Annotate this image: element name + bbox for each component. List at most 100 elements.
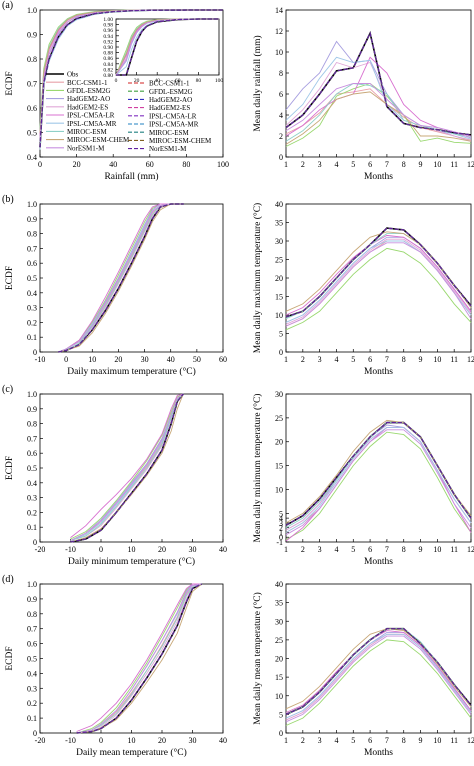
- y-tick-label: 1: [279, 528, 283, 537]
- x-tick-label: 6: [368, 160, 372, 169]
- y-tick-label: 0: [33, 348, 37, 357]
- y-tick-label: 10: [275, 692, 283, 701]
- y-tick-label: 0.4: [27, 153, 37, 162]
- series-line-1: [285, 88, 472, 141]
- y-tick-label: 15: [275, 293, 283, 302]
- plot-frame: [39, 583, 224, 734]
- x-tick-label: 9: [419, 160, 423, 169]
- series-line-8: [285, 91, 472, 145]
- x-tick-label: 60: [146, 160, 154, 169]
- series-line-18: [285, 31, 472, 136]
- y-tick-label: 0.2: [27, 699, 37, 708]
- x-tick-label: 50: [193, 355, 201, 364]
- x-tick-label: 5: [351, 160, 355, 169]
- series-line-18: [39, 9, 223, 148]
- x-tick-label: 30: [189, 736, 197, 745]
- y-tick-label: 0.2: [27, 508, 37, 517]
- y-tick-label: 0.88: [103, 51, 113, 57]
- x-axis-label: Daily maximum temperature (°C): [67, 366, 196, 377]
- y-tick-label: 0: [279, 348, 283, 357]
- x-tick-label: 0: [115, 78, 118, 84]
- y-tick-label: 0.1: [27, 523, 37, 532]
- y-tick-label: 0.3: [27, 304, 37, 313]
- legend-entry-label: BCC-CSM1-1: [67, 79, 108, 87]
- series-line-5: [70, 393, 184, 538]
- y-tick-label: 35: [275, 219, 283, 228]
- y-tick-label: 5: [279, 710, 283, 719]
- x-tick-label: 11: [450, 545, 458, 554]
- x-tick-label: 5: [351, 355, 355, 364]
- y-axis-label: ECDF: [5, 456, 15, 480]
- x-tick-label: 20: [73, 160, 81, 169]
- x-tick-label: 6: [368, 355, 372, 364]
- y-tick-label: 10: [275, 48, 283, 57]
- chart-panel-7: 1 2 3 4 5 6 7 8 9 10 11 120510152025303540MonthsMea…: [252, 580, 474, 758]
- y-tick-label: 35: [275, 599, 283, 608]
- x-tick-label: 12: [467, 355, 474, 364]
- y-tick-label: 14: [275, 6, 283, 15]
- x-tick-label: 40: [167, 355, 175, 364]
- y-tick-label: -1: [276, 538, 283, 547]
- legend-entry-label: HadGEM2-ES: [149, 104, 190, 112]
- series-line-9: [76, 583, 202, 734]
- legend-entry-label: GFDL-ESM2G: [67, 87, 111, 95]
- y-tick-label: 5: [279, 330, 283, 339]
- series-line-18: [116, 18, 219, 76]
- y-tick-label: 0.98: [103, 23, 113, 29]
- y-tick-label: 15: [275, 462, 283, 471]
- y-tick-label: 10: [275, 485, 283, 494]
- x-axis-label: Daily minimum temperature (°C): [68, 556, 195, 567]
- y-tick-label: 1.00: [103, 17, 113, 23]
- series-line-2: [70, 393, 184, 540]
- y-tick-label: 15: [275, 673, 283, 682]
- x-tick-label: 3: [318, 355, 322, 364]
- y-tick-label: 0.94: [103, 34, 113, 40]
- y-tick-label: 0.8: [27, 610, 37, 619]
- y-tick-label: 0: [279, 153, 283, 162]
- y-tick-label: 8: [279, 69, 283, 78]
- series-line-18: [58, 203, 184, 353]
- y-tick-label: 0.9: [27, 405, 37, 414]
- series-line-6: [285, 633, 472, 719]
- y-tick-label: 0.4: [27, 479, 37, 488]
- plot-frame: [285, 583, 472, 734]
- panel-label: (a): [2, 0, 13, 11]
- y-tick-label: 40: [275, 200, 283, 209]
- y-tick-label: 1.0: [27, 390, 37, 399]
- y-axis-label: Mean daily mean temperature (°C): [252, 592, 263, 725]
- chart-panel-3: 1 2 3 4 5 6 7 8 9 10 11 120510152025303540MonthsMea…: [252, 200, 474, 377]
- x-tick-label: 6: [368, 545, 372, 554]
- y-tick-label: 40: [275, 580, 283, 589]
- x-tick-label: -20: [35, 736, 46, 745]
- x-tick-label: 20: [134, 78, 140, 84]
- x-tick-label: 8: [402, 160, 406, 169]
- x-tick-label: 10: [433, 545, 441, 554]
- series-line-9: [285, 242, 472, 327]
- x-tick-label: 2: [301, 736, 305, 745]
- y-axis-label: Mean daily minimum temperature (°C): [252, 394, 263, 543]
- legend-entry-label: BCC-CSM1-1: [149, 80, 190, 88]
- y-axis-label: Mean daily rainfall (mm): [252, 35, 263, 131]
- y-tick-label: 0.6: [27, 259, 37, 268]
- series-line-5: [285, 630, 472, 713]
- y-tick-label: 0.6: [27, 104, 37, 113]
- y-tick-label: 0.7: [27, 434, 37, 443]
- x-tick-label: 7: [385, 545, 389, 554]
- chart-panel-2: -10 0 10 20 30 40 50 6000.10.20.30.40.50.60.70.…: [2, 194, 227, 377]
- series-line-9: [115, 18, 219, 76]
- series-line-2: [285, 431, 472, 540]
- legend-entry-label: MIROC-ESM-CHEM: [149, 137, 212, 145]
- y-tick-label: 0: [33, 538, 37, 547]
- y-tick-label: 20: [275, 274, 283, 283]
- y-tick-label: 30: [275, 617, 283, 626]
- legend-entry-label: HadGEM2-AO: [67, 95, 110, 103]
- x-tick-label: 2: [301, 545, 305, 554]
- legend-entry-label: IPSL-CM5A-LR: [149, 112, 197, 120]
- y-tick-label: 25: [275, 414, 283, 423]
- series-line-2: [285, 639, 472, 726]
- y-tick-label: 0: [279, 533, 283, 542]
- legend-entry-label: HadGEM2-ES: [67, 103, 108, 111]
- y-tick-label: 30: [275, 237, 283, 246]
- x-tick-label: 100: [217, 160, 229, 169]
- y-tick-label: 0.9: [27, 215, 37, 224]
